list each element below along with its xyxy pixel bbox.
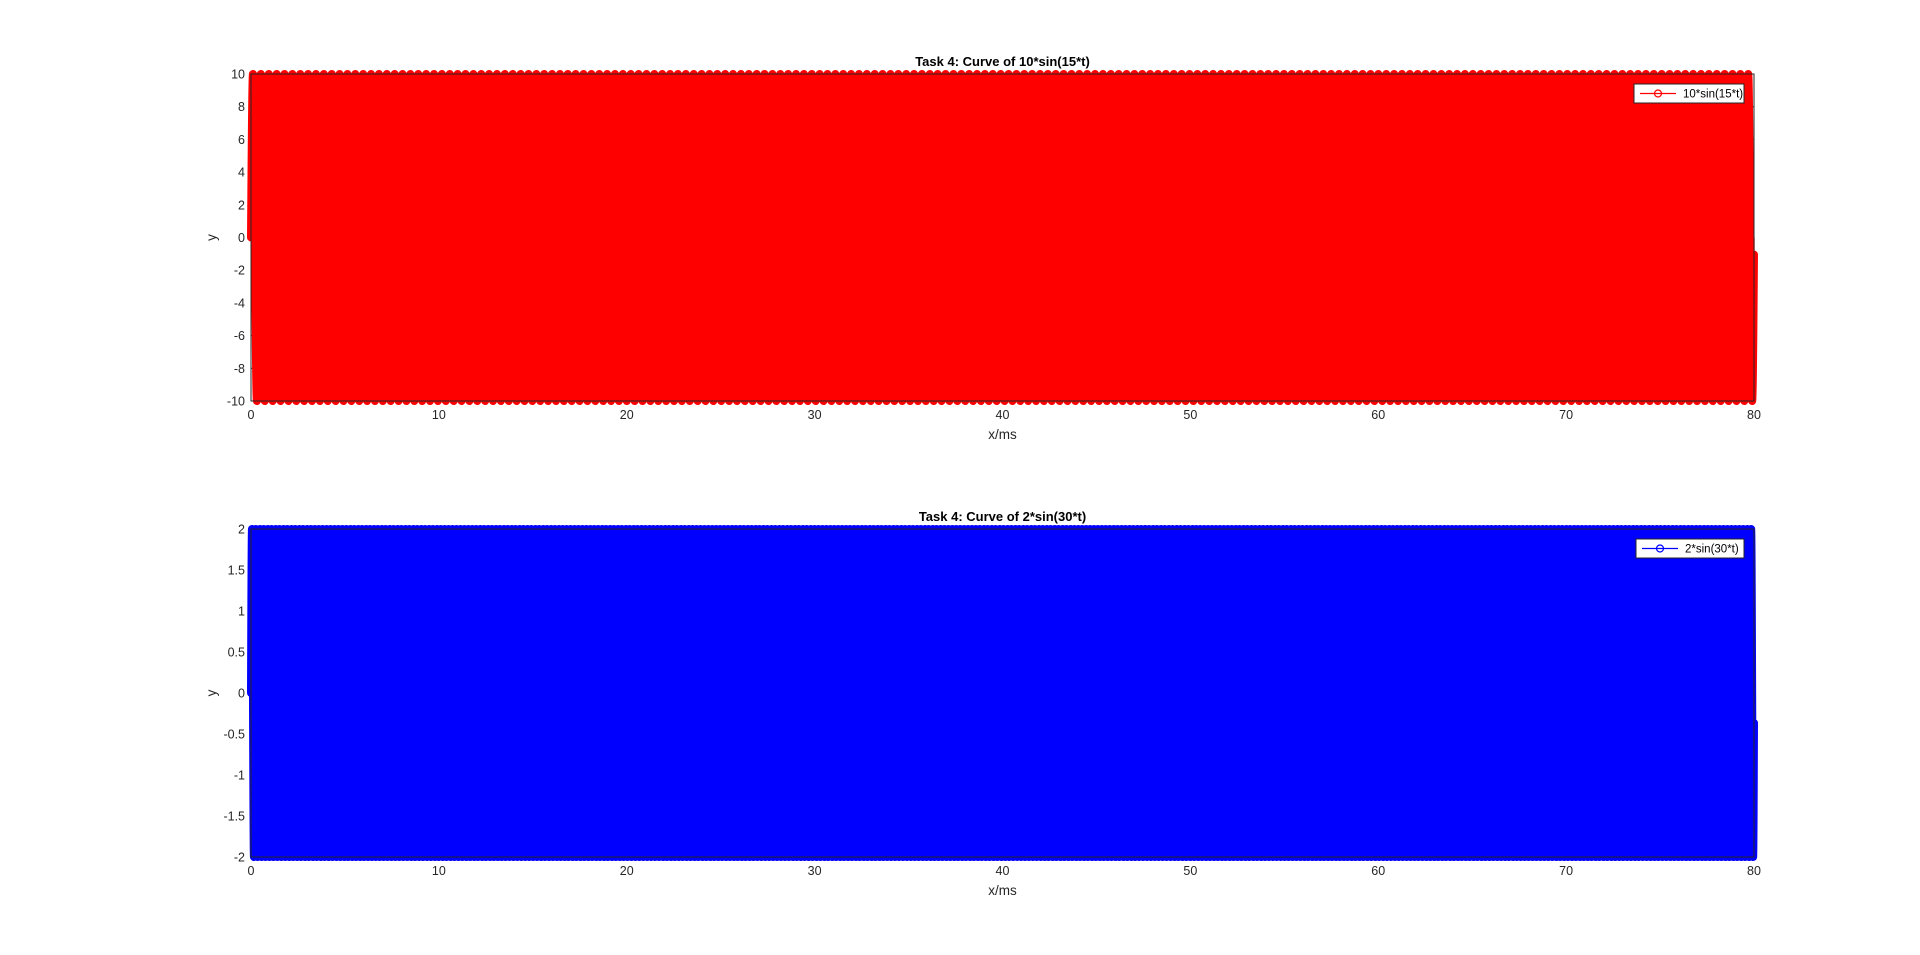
x-tick-label: 30	[808, 408, 822, 422]
series-area	[251, 529, 1754, 857]
y-tick-label: -2	[234, 264, 245, 278]
y-tick-label: 4	[238, 166, 245, 180]
y-axis-label: y	[204, 689, 219, 696]
y-tick-label: -8	[234, 362, 245, 376]
x-tick-label: 40	[996, 864, 1010, 878]
y-tick-label: 8	[238, 100, 245, 114]
y-tick-label: 10	[231, 68, 245, 82]
x-tick-label: 70	[1559, 864, 1573, 878]
x-tick-label: 10	[432, 864, 446, 878]
subplot-top: Task 4: Curve of 10*sin(15*t) x/ms y 0 10…	[204, 54, 1761, 442]
y-tick-label: 0	[238, 687, 245, 701]
x-tick-label: 80	[1747, 408, 1761, 422]
x-tick-label: 50	[1183, 864, 1197, 878]
x-tick-label: 0	[248, 864, 255, 878]
x-axis-label: x/ms	[988, 883, 1017, 898]
y-tick-label: -2	[234, 851, 245, 865]
x-tick-label: 0	[248, 408, 255, 422]
legend-entry-label: 2*sin(30*t)	[1685, 544, 1739, 556]
y-tick-label: 1	[238, 605, 245, 619]
y-tick-label: -1.5	[223, 810, 245, 824]
x-tick-label: 60	[1371, 864, 1385, 878]
x-tick-label: 20	[620, 864, 634, 878]
y-tick-label: -4	[234, 296, 245, 310]
series-area	[251, 74, 1754, 401]
x-tick-label: 60	[1371, 408, 1385, 422]
y-tick-label: 0.5	[228, 646, 245, 660]
legend: 2*sin(30*t)	[1636, 539, 1744, 558]
x-tick-label: 50	[1183, 408, 1197, 422]
y-tick-label: 1.5	[228, 564, 245, 578]
y-tick-label: 2	[238, 198, 245, 212]
x-tick-label: 10	[432, 408, 446, 422]
x-tick-label: 40	[996, 408, 1010, 422]
x-tick-label: 70	[1559, 408, 1573, 422]
y-tick-label: -6	[234, 329, 245, 343]
legend-entry-label: 10*sin(15*t)	[1683, 89, 1743, 101]
y-tick-label: 6	[238, 133, 245, 147]
y-axis-label: y	[204, 234, 219, 241]
chart-title: Task 4: Curve of 10*sin(15*t)	[915, 54, 1090, 69]
x-tick-label: 20	[620, 408, 634, 422]
y-tick-label: -1	[234, 769, 245, 783]
y-tick-label: 0	[238, 231, 245, 245]
x-tick-label: 80	[1747, 864, 1761, 878]
x-axis-label: x/ms	[988, 427, 1017, 442]
y-tick-label: 2	[238, 523, 245, 537]
chart-title: Task 4: Curve of 2*sin(30*t)	[919, 509, 1086, 524]
y-tick-label: -10	[227, 395, 245, 409]
x-tick-label: 30	[808, 864, 822, 878]
subplot-bottom: Task 4: Curve of 2*sin(30*t) x/ms y 0 10 2…	[204, 509, 1761, 898]
legend: 10*sin(15*t)	[1634, 84, 1744, 103]
y-tick-label: -0.5	[223, 728, 245, 742]
